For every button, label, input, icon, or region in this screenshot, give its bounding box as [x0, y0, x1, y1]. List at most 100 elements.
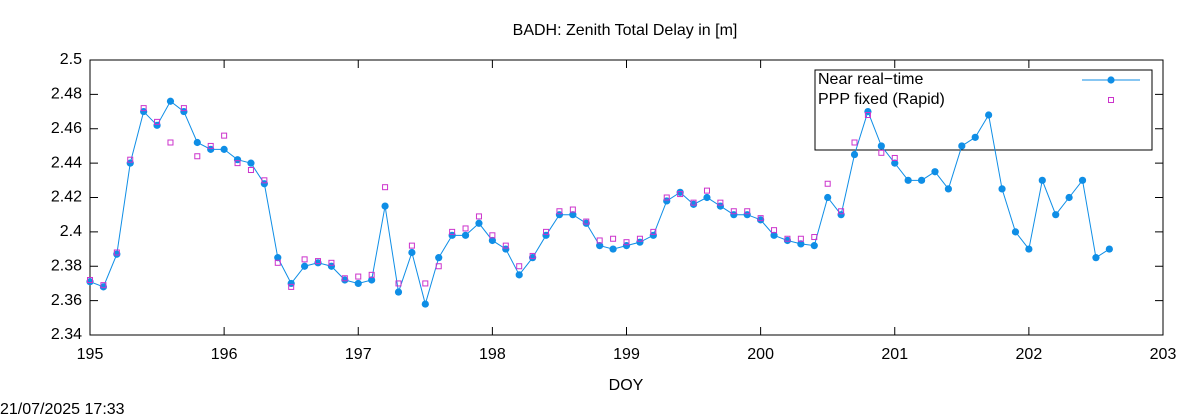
point [462, 225, 469, 232]
legend-marker [1108, 97, 1114, 103]
point [435, 254, 443, 262]
point [596, 242, 604, 250]
point [931, 168, 939, 176]
point [394, 288, 403, 296]
point [260, 180, 268, 188]
y-tick-label: 2.42 [51, 189, 82, 206]
point [1011, 228, 1020, 236]
point [622, 242, 631, 250]
point [717, 199, 724, 206]
point [824, 180, 831, 187]
point [583, 218, 590, 225]
point [569, 211, 577, 219]
point [382, 184, 389, 191]
point [582, 219, 590, 227]
point [703, 187, 710, 194]
point [86, 278, 94, 286]
point [689, 200, 698, 208]
point [543, 228, 550, 235]
point [475, 213, 482, 220]
point [744, 208, 751, 215]
point [757, 215, 764, 222]
point [878, 149, 885, 156]
point [743, 211, 751, 219]
x-tick-label: 198 [479, 346, 506, 363]
legend-label: PPP fixed (Rapid) [818, 91, 945, 108]
point [113, 250, 121, 258]
point [113, 249, 120, 256]
point [314, 259, 322, 267]
point [127, 156, 134, 163]
timestamp: 21/07/2025 17:33 [0, 401, 125, 418]
point [838, 208, 845, 215]
point [610, 235, 617, 242]
point [233, 156, 242, 164]
y-tick-label: 2.4 [60, 223, 82, 240]
point [341, 275, 348, 282]
point [315, 258, 322, 265]
point [542, 231, 550, 239]
point [274, 259, 281, 266]
point [596, 237, 603, 244]
point [958, 142, 966, 150]
point [100, 282, 107, 289]
point [716, 202, 724, 210]
point [421, 300, 429, 308]
point [677, 191, 684, 198]
point [797, 240, 805, 248]
point [408, 242, 415, 249]
point [944, 185, 953, 193]
point [771, 227, 778, 234]
point [395, 280, 402, 287]
point [502, 242, 509, 249]
point [193, 138, 201, 147]
point [985, 111, 993, 119]
point [194, 153, 201, 160]
point [757, 216, 765, 224]
point [971, 133, 979, 141]
point [877, 142, 885, 150]
y-tick-label: 2.34 [51, 326, 82, 343]
x-tick-label: 203 [1150, 346, 1177, 363]
point [180, 105, 187, 112]
point [301, 256, 308, 263]
point [1052, 211, 1060, 219]
point [220, 145, 228, 153]
point [1092, 254, 1100, 262]
point [730, 208, 737, 215]
point [381, 202, 389, 210]
point [502, 245, 510, 253]
point [690, 199, 697, 206]
point [515, 271, 523, 279]
point [663, 194, 670, 201]
point [555, 211, 564, 219]
point [408, 248, 416, 257]
point [207, 142, 214, 149]
point [422, 280, 429, 287]
point [569, 206, 576, 213]
chart-title: BADH: Zenith Total Delay in [m] [513, 22, 738, 39]
point [811, 234, 818, 241]
point [140, 107, 148, 116]
point [850, 150, 859, 159]
point [636, 238, 644, 246]
point [341, 276, 349, 284]
legend-box [814, 69, 1153, 151]
point [1078, 176, 1087, 184]
point [851, 139, 858, 146]
point [1025, 245, 1033, 253]
point [180, 107, 188, 116]
point [556, 208, 563, 215]
point [167, 139, 174, 146]
point [663, 197, 671, 205]
point [327, 262, 336, 270]
point [448, 231, 456, 239]
point [917, 176, 926, 184]
point [475, 219, 483, 227]
x-axis-label: DOY [609, 377, 644, 394]
x-tick-label: 196 [211, 346, 238, 363]
point [1105, 245, 1113, 253]
point [99, 283, 108, 291]
point [623, 239, 630, 246]
